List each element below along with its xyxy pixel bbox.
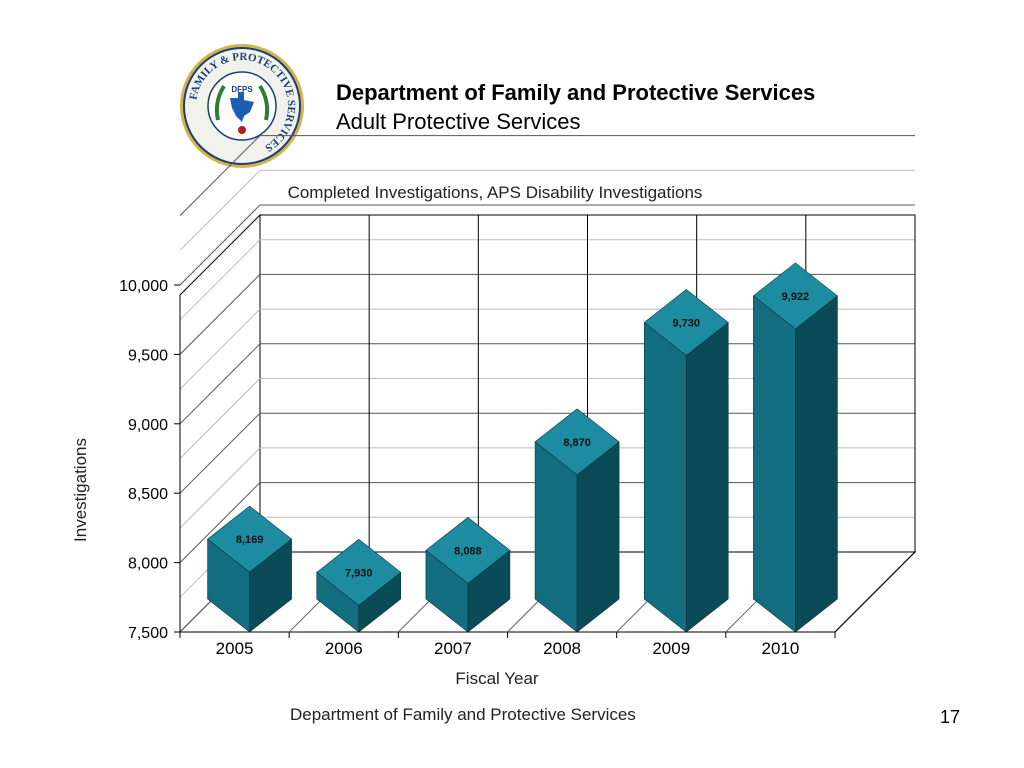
page-number: 17 bbox=[940, 707, 961, 727]
x-tick-label: 2007 bbox=[434, 639, 472, 658]
bar-data-label: 8,870 bbox=[563, 437, 591, 449]
bar-top bbox=[207, 505, 293, 573]
y-tick-label: 9,500 bbox=[128, 347, 168, 364]
gridline-side bbox=[179, 204, 261, 286]
seal-center-text: DFPS bbox=[231, 85, 253, 94]
y-tick-label: 7,500 bbox=[128, 625, 168, 642]
bar-face-front bbox=[753, 295, 796, 633]
x-tick-label: 2009 bbox=[652, 639, 690, 658]
gridline-side bbox=[179, 412, 261, 494]
texas-shape-icon bbox=[230, 92, 254, 122]
bar-top bbox=[643, 289, 729, 356]
y-axis-label: Investigations bbox=[71, 438, 90, 542]
bar-data-label: 8,169 bbox=[236, 534, 264, 546]
bar-face-front bbox=[534, 441, 578, 633]
header-subtitle: Adult Protective Services bbox=[336, 109, 581, 134]
y-tick-label: 9,000 bbox=[128, 417, 168, 434]
bar-face-side bbox=[576, 441, 620, 633]
y-tick-label: 10,000 bbox=[119, 278, 168, 295]
x-axis-label: Fiscal Year bbox=[455, 669, 538, 688]
y-tick-label: 8,500 bbox=[128, 486, 168, 503]
x-tick-label: 2008 bbox=[543, 639, 581, 658]
gridline-side bbox=[179, 169, 261, 251]
bar-face-side bbox=[685, 321, 729, 633]
x-tick-label: 2010 bbox=[762, 639, 800, 658]
bar-top bbox=[752, 262, 838, 330]
gridline-side bbox=[179, 308, 261, 390]
x-tick-label: 2006 bbox=[325, 639, 363, 658]
x-tick-label: 2005 bbox=[216, 639, 254, 658]
dfps-seal-logo: FAMILY & PROTECTIVE SERVICES DFPS bbox=[180, 44, 304, 168]
gridline-side bbox=[179, 447, 261, 529]
gridline-side bbox=[179, 274, 261, 355]
wreath-left-icon bbox=[214, 84, 226, 121]
wreath-right-icon bbox=[258, 84, 270, 121]
gridline-side bbox=[179, 482, 261, 563]
bar-data-label: 7,930 bbox=[345, 567, 373, 579]
bar-data-label: 9,922 bbox=[782, 291, 810, 303]
gridline-side bbox=[179, 239, 261, 321]
bar-data-label: 8,088 bbox=[454, 545, 482, 557]
floor-edge bbox=[834, 551, 916, 633]
y-tick-label: 8,000 bbox=[128, 556, 168, 573]
gridline-side bbox=[179, 343, 261, 425]
bar-top bbox=[534, 408, 620, 476]
header-title: Department of Family and Protective Serv… bbox=[336, 80, 816, 105]
chart-title: Completed Investigations, APS Disability… bbox=[288, 183, 703, 202]
bar-face-front bbox=[643, 321, 687, 633]
gridline-side bbox=[179, 135, 261, 216]
gridline-side bbox=[179, 378, 261, 459]
bar-top bbox=[425, 517, 511, 584]
seal-ribbon-icon bbox=[238, 126, 246, 134]
bar-face-side bbox=[795, 295, 838, 633]
bar-data-label: 9,730 bbox=[672, 317, 700, 329]
footer-text: Department of Family and Protective Serv… bbox=[290, 705, 636, 724]
bar-top bbox=[316, 538, 402, 606]
